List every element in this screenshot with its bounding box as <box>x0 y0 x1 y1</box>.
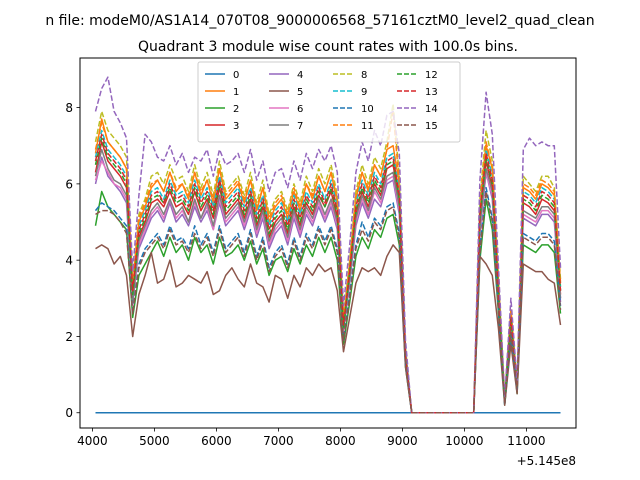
series-line-7 <box>94 148 562 414</box>
series-line-11 <box>94 110 562 414</box>
legend-label-8: 8 <box>361 70 367 81</box>
plot-frame-border <box>79 57 577 429</box>
legend-label-2: 2 <box>233 104 239 115</box>
series-line-9 <box>94 129 562 414</box>
legend-label-11: 11 <box>361 121 374 132</box>
legend-box <box>197 61 461 143</box>
x-offset-label: +5.145e8 <box>517 454 576 468</box>
series-line-13 <box>94 133 562 414</box>
x-tick-label: 4000 <box>77 434 108 448</box>
legend-label-3: 3 <box>233 121 239 132</box>
x-tick-label: 5000 <box>139 434 170 448</box>
series-line-2 <box>94 190 562 414</box>
y-axis: 0 2 4 6 8 <box>65 101 80 420</box>
x-tick-label: 6000 <box>201 434 232 448</box>
x-tick-label: 11000 <box>507 434 545 448</box>
y-tick-label: 8 <box>65 101 73 115</box>
legend-label-6: 6 <box>297 104 303 115</box>
legend-label-9: 9 <box>361 87 367 98</box>
x-tick-label: 9000 <box>387 434 418 448</box>
legend-label-4: 4 <box>297 70 303 81</box>
series-line-5 <box>95 244 562 414</box>
series-line-8 <box>94 103 562 414</box>
figure-suptitle: n file: modeM0/AS1A14_070T08_9000006568_… <box>45 13 594 29</box>
legend-label-12: 12 <box>425 70 438 81</box>
x-tick-label: 7000 <box>263 434 294 448</box>
legend-label-15: 15 <box>425 121 438 132</box>
chart-title: Quadrant 3 module wise count rates with … <box>138 39 518 55</box>
y-tick-label: 2 <box>65 330 73 344</box>
series-line-15 <box>95 190 562 414</box>
legend-label-5: 5 <box>297 87 303 98</box>
y-tick-label: 4 <box>65 254 73 268</box>
x-axis: 4000 5000 6000 7000 8000 9000 10000 11000 <box>77 428 545 448</box>
legend-label-1: 1 <box>233 87 239 98</box>
legend-label-13: 13 <box>425 87 438 98</box>
legend-label-7: 7 <box>297 121 303 132</box>
legend-label-10: 10 <box>361 104 374 115</box>
y-tick-label: 0 <box>65 406 73 420</box>
legend-label-0: 0 <box>233 70 239 81</box>
series-layer <box>94 76 562 414</box>
x-tick-label: 10000 <box>445 434 483 448</box>
y-tick-label: 6 <box>65 177 73 191</box>
x-tick-label: 8000 <box>325 434 356 448</box>
legend-label-14: 14 <box>425 104 438 115</box>
